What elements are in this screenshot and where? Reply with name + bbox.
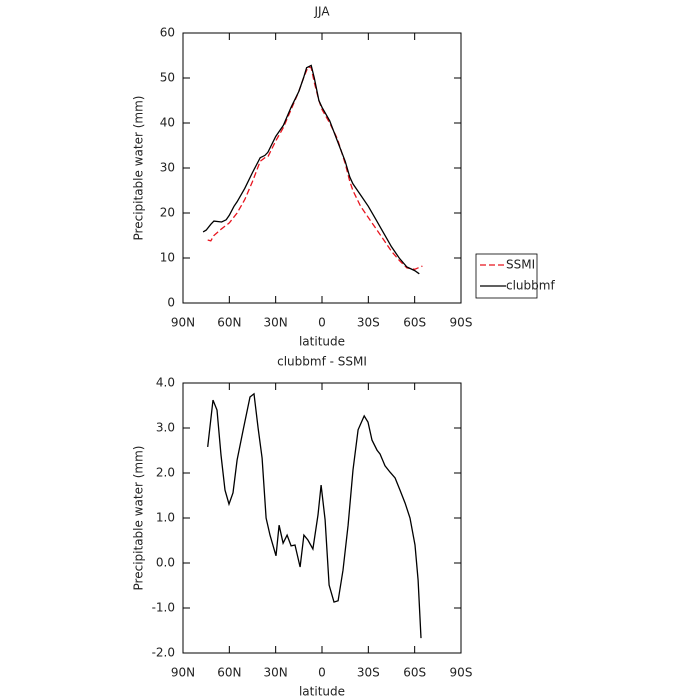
chart-title: clubbmf - SSMI <box>277 355 367 369</box>
y-tick-label: 50 <box>160 71 175 85</box>
y-tick-label: 2.0 <box>156 466 175 480</box>
data-line <box>202 64 420 275</box>
legend-label: SSMI <box>506 258 535 272</box>
x-tick-label: 60N <box>217 666 241 680</box>
x-tick-label: 0 <box>318 666 326 680</box>
data-line <box>207 66 423 270</box>
y-tick-label: 0 <box>167 296 175 310</box>
x-tick-label: 90S <box>450 316 473 330</box>
y-tick-label: 60 <box>160 26 175 40</box>
y-tick-label: 1.0 <box>156 511 175 525</box>
x-tick-label: 0 <box>318 316 326 330</box>
x-tick-label: 60N <box>217 316 241 330</box>
y-tick-label: -2.0 <box>152 646 175 660</box>
y-axis-label: Precipitable water (mm) <box>132 446 146 591</box>
x-tick-label: 90N <box>171 666 195 680</box>
x-tick-label: 30S <box>357 666 380 680</box>
data-line <box>207 392 422 639</box>
x-tick-label: 30N <box>264 316 288 330</box>
x-tick-label: 30N <box>264 666 288 680</box>
legend-label: clubbmf <box>506 279 555 293</box>
x-tick-label: 90N <box>171 316 195 330</box>
x-axis-label: latitude <box>299 685 345 699</box>
x-tick-label: 60S <box>403 666 426 680</box>
y-tick-label: -1.0 <box>152 601 175 615</box>
y-tick-label: 30 <box>160 161 175 175</box>
y-axis-label: Precipitable water (mm) <box>132 96 146 241</box>
chart-title: JJA <box>313 5 330 19</box>
x-tick-label: 30S <box>357 316 380 330</box>
x-axis-label: latitude <box>299 335 345 349</box>
y-tick-label: 10 <box>160 251 175 265</box>
plot-frame <box>182 32 462 304</box>
x-tick-label: 90S <box>450 666 473 680</box>
legend-box <box>475 253 538 299</box>
y-tick-label: 3.0 <box>156 421 175 435</box>
y-tick-label: 4.0 <box>156 376 175 390</box>
y-tick-label: 0.0 <box>156 556 175 570</box>
y-tick-label: 20 <box>160 206 175 220</box>
x-tick-label: 60S <box>403 316 426 330</box>
y-tick-label: 40 <box>160 116 175 130</box>
